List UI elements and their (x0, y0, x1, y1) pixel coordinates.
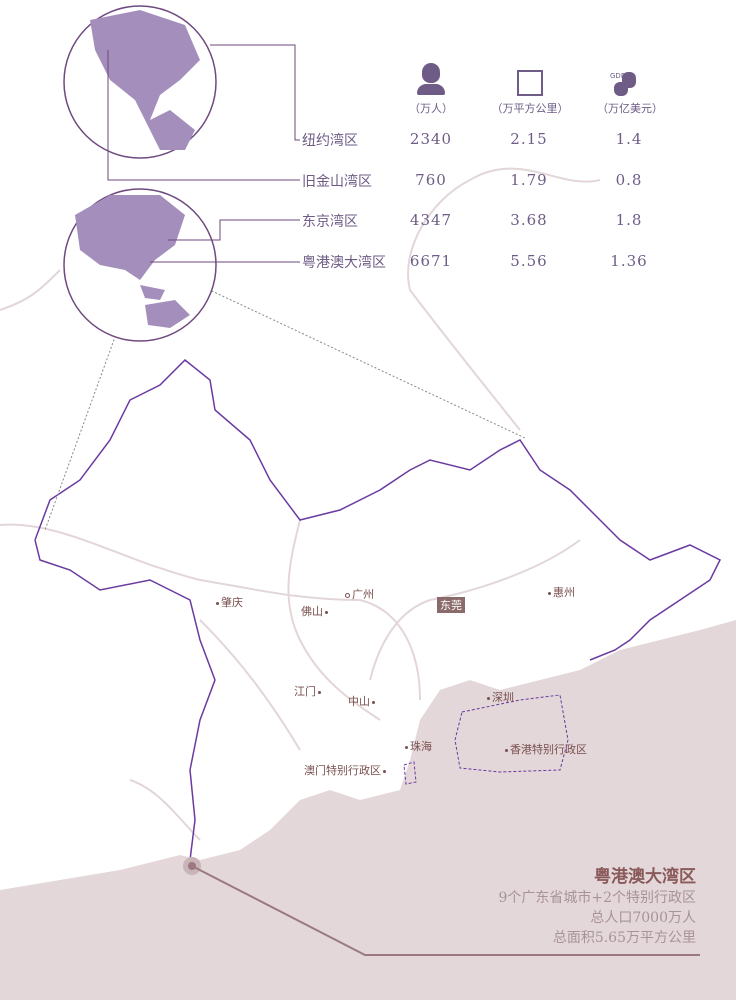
row-name: 东京湾区 (302, 214, 358, 230)
city-hong-kong: 香港特别行政区 (505, 741, 587, 757)
sea-area (0, 620, 736, 1000)
city-zhuhai: 珠海 (405, 738, 432, 754)
unit-population: （万人） (409, 102, 453, 115)
city-shenzhen: 深圳 (487, 689, 514, 705)
gdp-value: 1.36 (610, 252, 648, 270)
hong-kong-border (454, 694, 569, 773)
area-icon (517, 70, 543, 96)
row-name: 旧金山湾区 (302, 174, 372, 190)
area-value: 5.56 (510, 252, 548, 270)
unit-area: （万平方公里） (491, 102, 569, 115)
city-zhaoqing: 肇庆 (216, 594, 243, 610)
bay-area-border (34, 358, 722, 861)
summary-line: 总面积5.65万平方公里 (552, 930, 696, 946)
gdp-value: 0.8 (615, 171, 643, 189)
summary-pointer-line (191, 865, 700, 956)
zoom-guide-left (44, 267, 141, 531)
area-value: 1.79 (510, 171, 548, 189)
gdp-value: 1.8 (615, 211, 643, 229)
americas-globe (63, 5, 217, 159)
city-foshan: 佛山 (301, 603, 330, 619)
city-zhongshan: 中山 (348, 693, 377, 709)
macau-border (403, 761, 417, 785)
unit-gdp: （万亿美元） (597, 102, 663, 115)
population-value: 6671 (409, 252, 453, 270)
connector-lines (107, 44, 300, 263)
summary-title: 粤港澳大湾区 (594, 867, 696, 887)
asia-globe (63, 188, 217, 342)
area-value: 3.68 (510, 211, 548, 229)
city-macau: 澳门特别行政区 (304, 762, 388, 778)
city-huizhou: 惠州 (548, 584, 575, 600)
area-value: 2.15 (510, 130, 548, 148)
city-dongguan: 东莞 (437, 597, 465, 613)
row-name: 纽约湾区 (302, 133, 358, 149)
summary-box: 粤港澳大湾区 9个广东省城市+2个特别行政区 总人口7000万人 总面积5.65… (498, 862, 696, 947)
gdp-value: 1.4 (615, 130, 643, 148)
summary-line: 9个广东省城市+2个特别行政区 (498, 890, 696, 906)
person-icon (416, 63, 446, 95)
city-jiangmen: 江门 (294, 683, 323, 699)
population-value: 4347 (409, 211, 453, 229)
row-name: 粤港澳大湾区 (302, 255, 386, 271)
summary-line: 总人口7000万人 (590, 910, 696, 926)
city-guangzhou: 广州 (345, 586, 374, 602)
population-value: 2340 (409, 130, 453, 148)
rivers (0, 167, 601, 841)
zoom-guide-right (149, 261, 526, 439)
population-value: 760 (415, 171, 447, 189)
